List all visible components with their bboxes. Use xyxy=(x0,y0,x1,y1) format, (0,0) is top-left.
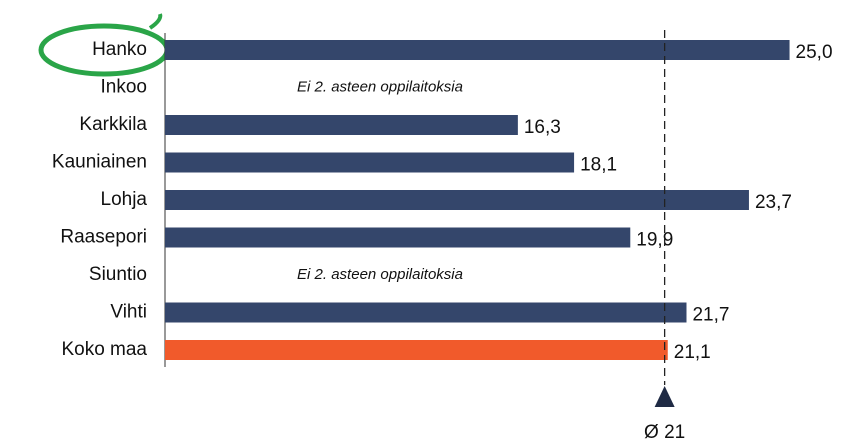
y-tick-label: Vihti xyxy=(110,302,147,323)
annotation: Ei 2. asteen oppilaitoksia xyxy=(297,266,463,283)
bar xyxy=(165,227,631,248)
bar xyxy=(165,190,749,210)
bar xyxy=(165,152,575,173)
reference-marker xyxy=(654,386,675,407)
reference-label: Ø 21 xyxy=(644,422,685,443)
y-tick-label: Inkoo xyxy=(101,77,147,98)
bar xyxy=(165,40,790,60)
y-tick-label: Hanko xyxy=(92,39,147,60)
value-label: 16,3 xyxy=(524,117,561,138)
y-tick-label: Kauniainen xyxy=(52,152,147,173)
y-tick-label: Koko maa xyxy=(61,339,147,360)
y-tick-label: Siuntio xyxy=(89,264,147,285)
value-label: 21,1 xyxy=(674,342,711,363)
bar xyxy=(165,115,518,135)
value-label: 18,1 xyxy=(580,155,617,176)
highlight-tail xyxy=(148,13,163,30)
y-tick-label: Raasepori xyxy=(60,227,147,248)
y-tick-label: Lohja xyxy=(101,189,148,210)
annotation: Ei 2. asteen oppilaitoksia xyxy=(297,78,463,95)
value-label: 19,9 xyxy=(636,230,673,251)
bar xyxy=(165,340,668,360)
value-label: 25,0 xyxy=(796,42,833,63)
value-label: 23,7 xyxy=(755,192,792,213)
bar xyxy=(165,302,687,323)
y-tick-label: Karkkila xyxy=(79,114,147,135)
value-label: 21,7 xyxy=(692,305,729,326)
